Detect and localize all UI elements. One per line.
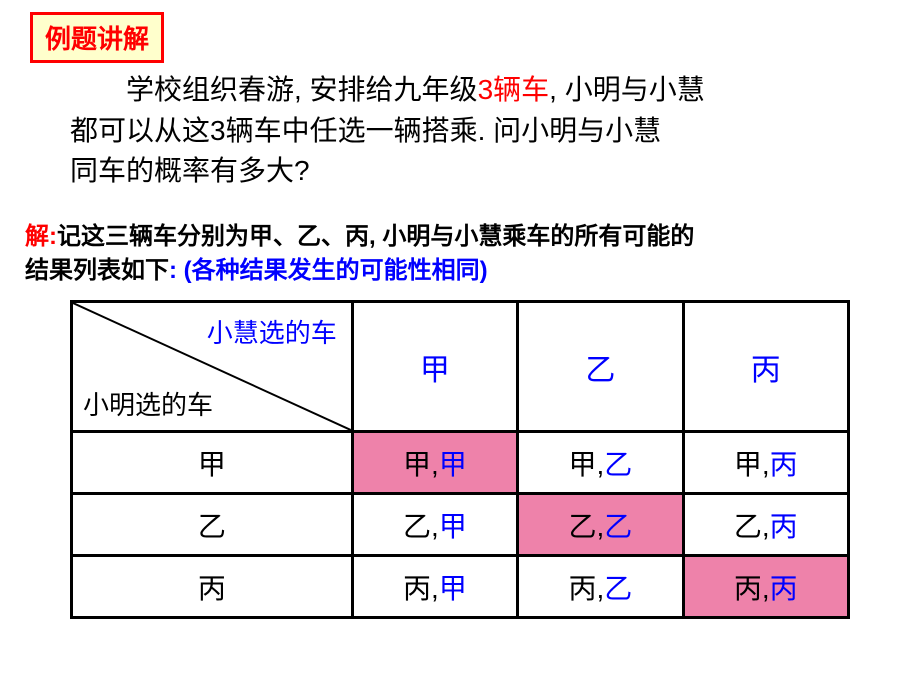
row-header-1: 乙 (72, 494, 353, 556)
table-row: 甲 甲,甲 甲,乙 甲,丙 (72, 432, 849, 494)
col-header-1: 乙 (518, 302, 683, 432)
cell-2-0: 丙,甲 (352, 556, 517, 618)
row-header-0: 甲 (72, 432, 353, 494)
cell-1-2: 乙,丙 (683, 494, 848, 556)
solution-label: 解: (25, 223, 57, 250)
cell-2-1: 丙,乙 (518, 556, 683, 618)
problem-statement: 学校组织春游, 安排给九年级3辆车, 小明与小慧 都可以从这3辆车中任选一辆搭乘… (70, 70, 860, 192)
cell-1-0: 乙,甲 (352, 494, 517, 556)
diag-bottom-label: 小明选的车 (83, 385, 213, 422)
row-header-2: 丙 (72, 556, 353, 618)
table-row: 丙 丙,甲 丙,乙 丙,丙 (72, 556, 849, 618)
problem-line1-pre: 学校组织春游, 安排给九年级 (126, 74, 478, 105)
cell-2-2: 丙,丙 (683, 556, 848, 618)
cell-0-0: 甲,甲 (352, 432, 517, 494)
problem-line1-post: , 小明与小慧 (549, 74, 705, 105)
solution-text2-pre: 结果列表如下 (25, 257, 169, 284)
solution-text2-blue: : (各种结果发生的可能性相同) (169, 257, 488, 284)
problem-line2: 都可以从这3辆车中任选一辆搭乘. 问小明与小慧 (70, 115, 661, 146)
diag-top-label: 小慧选的车 (207, 313, 337, 350)
cell-0-2: 甲,丙 (683, 432, 848, 494)
diagonal-header-cell: 小慧选的车 小明选的车 (72, 302, 353, 432)
cell-1-1: 乙,乙 (518, 494, 683, 556)
section-title: 例题讲解 (30, 12, 164, 63)
table-row: 乙 乙,甲 乙,乙 乙,丙 (72, 494, 849, 556)
solution-text: 解:记这三辆车分别为甲、乙、丙, 小明与小慧乘车的所有可能的 结果列表如下: (… (25, 220, 895, 287)
col-header-2: 丙 (683, 302, 848, 432)
solution-text1: 记这三辆车分别为甲、乙、丙, 小明与小慧乘车的所有可能的 (57, 223, 694, 250)
outcome-table: 小慧选的车 小明选的车 甲 乙 丙 甲 甲,甲 甲,乙 甲,丙 乙 乙,甲 乙,… (70, 300, 850, 619)
cell-0-1: 甲,乙 (518, 432, 683, 494)
col-header-0: 甲 (352, 302, 517, 432)
problem-line3: 同车的概率有多大? (70, 155, 310, 186)
problem-line1-red: 3辆车 (478, 74, 550, 105)
